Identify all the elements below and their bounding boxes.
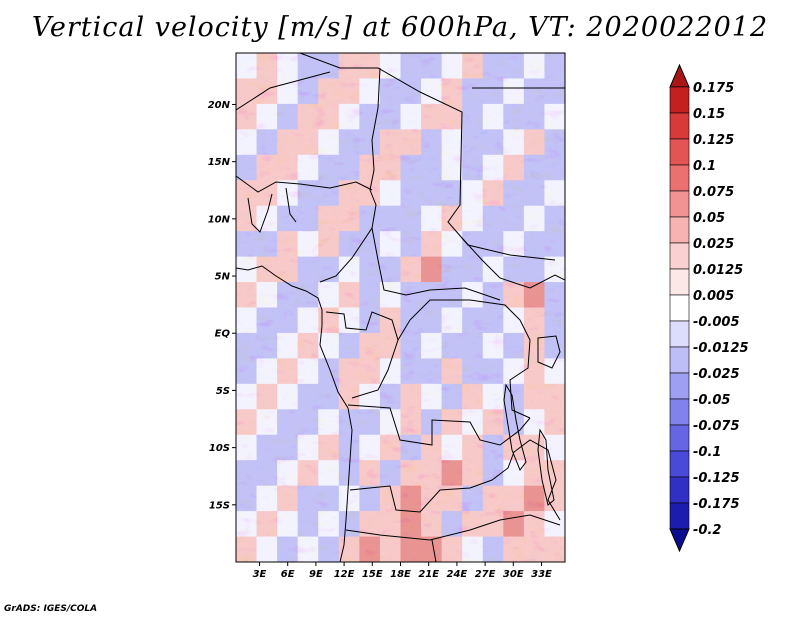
- x-axis: 3E 6E 9E 12E 15E 18E 21E 24E 27E 30E 33E: [253, 562, 552, 580]
- colorbar-segment: [669, 164, 690, 192]
- colorbar-segment: [669, 450, 690, 478]
- border-line: [461, 237, 556, 261]
- x-tick-label: 15E: [362, 569, 383, 580]
- chart-title: Vertical velocity [m/s] at 600hPa, VT: 2…: [31, 12, 769, 43]
- y-tick-label: 20N: [208, 100, 231, 111]
- border-line: [349, 439, 561, 521]
- x-tick-label: 21E: [418, 569, 439, 580]
- colorbar-segment: [669, 268, 690, 296]
- colorbar-label: 0.1: [693, 159, 716, 174]
- lake-outline: [537, 428, 555, 506]
- country-borders: [236, 53, 565, 562]
- border-line: [247, 193, 273, 233]
- colorbar-segment: [669, 190, 690, 218]
- border-line: [299, 53, 565, 289]
- border-line: [285, 187, 297, 223]
- colorbar-segment: [669, 424, 690, 452]
- colorbar-segment: [669, 294, 690, 322]
- field-texture: [236, 53, 565, 562]
- colorbar-label: -0.005: [693, 315, 740, 330]
- colorbar-segment: [669, 112, 690, 140]
- border-line: [397, 299, 531, 419]
- border-line: [236, 175, 373, 193]
- colorbar-label: 0.175: [693, 81, 734, 96]
- x-tick-label: 3E: [253, 569, 267, 580]
- x-tick-label: 27E: [475, 569, 496, 580]
- colorbar-segment: [669, 372, 690, 400]
- colorbar-label: -0.2: [693, 523, 721, 538]
- y-tick-label: 15S: [209, 500, 230, 511]
- border-line: [236, 71, 331, 111]
- colorbar-label: -0.175: [693, 497, 740, 512]
- colorbar-label: 0.005: [693, 289, 734, 304]
- colorbar-segment: [669, 476, 690, 504]
- colorbar-label: -0.025: [693, 367, 740, 382]
- border-line: [325, 311, 399, 399]
- border-line: [431, 539, 437, 562]
- lake-outline: [503, 383, 527, 472]
- y-tick-label: 15N: [208, 157, 231, 168]
- colorbar-label: -0.0125: [693, 341, 749, 356]
- x-tick-label: 6E: [281, 569, 295, 580]
- colorbar-label: 0.075: [693, 185, 734, 200]
- grads-credit: GrADS: IGES/COLA: [4, 604, 98, 614]
- colorbar-label: -0.05: [693, 393, 730, 408]
- border-line: [371, 227, 501, 301]
- colorbar-segment: [669, 86, 690, 114]
- colorbar-label: 0.0125: [693, 263, 743, 278]
- x-tick-label: 18E: [390, 569, 411, 580]
- border-line: [345, 514, 561, 541]
- colorbar-segment: [669, 242, 690, 270]
- x-tick-label: 30E: [503, 569, 524, 580]
- colorbar: 0.175 0.15 0.125 0.1 0.075 0.05 0.025 0.0125 0.0…: [669, 63, 749, 553]
- colorbar-segment: [669, 216, 690, 244]
- colorbar-segment: [669, 502, 690, 530]
- x-tick-label: 24E: [447, 569, 468, 580]
- colorbar-cap-top: [669, 63, 690, 88]
- colorbar-segment: [669, 346, 690, 374]
- colorbar-label: -0.075: [693, 419, 740, 434]
- colorbar-label: 0.05: [693, 211, 725, 226]
- y-axis: 20N 15N 10N 5N EQ 5S 10S 15S: [208, 100, 236, 511]
- lake-outline: [537, 335, 561, 369]
- colorbar-label: 0.025: [693, 237, 734, 252]
- border-line: [319, 67, 381, 283]
- y-tick-label: 10N: [208, 214, 231, 225]
- colorbar-segment: [669, 138, 690, 166]
- y-tick-label: 5N: [215, 272, 231, 283]
- colorbar-segment: [669, 398, 690, 426]
- colorbar-segment: [669, 320, 690, 348]
- colorbar-label: 0.125: [693, 133, 734, 148]
- y-tick-label: 10S: [209, 443, 230, 454]
- x-tick-label: 33E: [531, 569, 552, 580]
- colorbar-label: -0.125: [693, 471, 740, 486]
- y-tick-label: 5S: [216, 386, 230, 397]
- x-tick-label: 9E: [309, 569, 323, 580]
- x-tick-label: 12E: [334, 569, 355, 580]
- colorbar-cap-bottom: [669, 528, 690, 553]
- y-tick-label: EQ: [215, 329, 231, 340]
- colorbar-label: 0.15: [693, 107, 725, 122]
- colorbar-label: -0.1: [693, 445, 721, 460]
- coastline: [236, 265, 353, 562]
